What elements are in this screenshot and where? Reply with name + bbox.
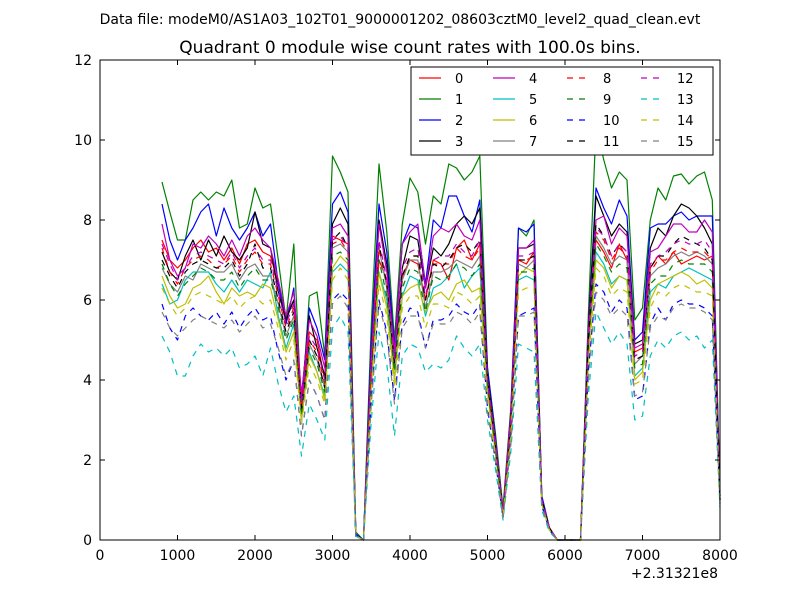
y-tick-label: 0: [83, 533, 92, 549]
legend-label-12: 12: [677, 72, 694, 87]
y-tick-label: 12: [74, 53, 92, 69]
legend-label-2: 2: [455, 114, 463, 129]
legend-label-10: 10: [603, 114, 620, 129]
legend-label-11: 11: [603, 135, 620, 150]
series-line-10: [161, 283, 721, 541]
x-tick-label: 0: [96, 548, 105, 564]
x-tick-label: 6000: [547, 548, 583, 564]
legend-label-7: 7: [529, 135, 537, 150]
series-line-14: [161, 267, 721, 541]
y-tick-label: 6: [83, 293, 92, 309]
x-tick-label: 4000: [392, 548, 428, 564]
series-line-9: [161, 243, 721, 541]
legend-label-15: 15: [677, 135, 694, 150]
series-line-15: [161, 291, 721, 541]
suptitle: Data file: modeM0/AS1A03_102T01_90000012…: [100, 12, 701, 28]
series-line-3: [161, 195, 721, 541]
x-tick-label: 7000: [625, 548, 661, 564]
legend-label-5: 5: [529, 93, 537, 108]
x-tick-label: 5000: [470, 548, 506, 564]
series-line-13: [161, 311, 721, 541]
legend-label-6: 6: [529, 114, 537, 129]
x-tick-label: 2000: [237, 548, 273, 564]
x-tick-label: 1000: [160, 548, 196, 564]
x-offset-label: +2.31321e8: [631, 566, 718, 582]
y-tick-label: 2: [83, 453, 92, 469]
x-tick-label: 8000: [702, 548, 738, 564]
legend-label-14: 14: [677, 114, 694, 129]
series-line-4: [161, 215, 721, 541]
y-tick-label: 8: [83, 213, 92, 229]
tick-layer: 0 1000 2000 3000 4000 5000 6000 7000 80000246810…: [74, 53, 738, 564]
legend-label-3: 3: [455, 135, 463, 150]
x-tick-label: 3000: [315, 548, 351, 564]
legend-box: [410, 66, 714, 156]
y-tick-label: 10: [74, 133, 92, 149]
legend-label-1: 1: [455, 93, 463, 108]
series-layer: [161, 125, 721, 541]
axes-frame: [99, 59, 721, 541]
series-line-12: [161, 227, 721, 541]
y-tick-label: 4: [83, 373, 92, 389]
legend-label-9: 9: [603, 93, 611, 108]
legend-label-0: 0: [455, 72, 463, 87]
series-line-1: [161, 125, 721, 541]
legend-label-4: 4: [529, 72, 537, 87]
chart-title: Quadrant 0 module wise count rates with …: [179, 38, 640, 58]
series-line-11: [161, 223, 721, 541]
legend-label-8: 8: [603, 72, 611, 87]
legend-label-13: 13: [677, 93, 694, 108]
